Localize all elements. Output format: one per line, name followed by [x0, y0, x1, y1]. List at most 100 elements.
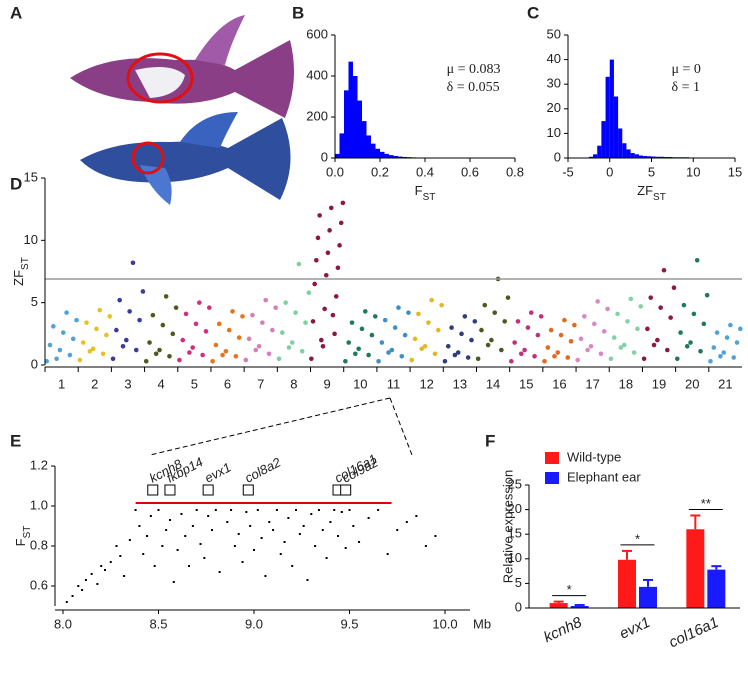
histogram-bar	[385, 154, 390, 158]
snp-point	[322, 307, 327, 312]
fst-point	[196, 509, 198, 511]
x-tick-label: 13	[453, 376, 467, 391]
snp-point	[187, 350, 192, 355]
snp-point	[170, 332, 175, 337]
panel-label: B	[292, 3, 304, 22]
snp-point	[114, 328, 119, 333]
snp-point	[446, 344, 451, 349]
fst-point	[177, 549, 179, 551]
fst-point	[299, 533, 301, 535]
snp-point	[473, 319, 478, 324]
fst-point	[158, 509, 160, 511]
fst-point	[161, 545, 163, 547]
snp-point	[569, 339, 574, 344]
snp-point	[197, 300, 202, 305]
fst-point	[377, 509, 379, 511]
snp-point	[443, 359, 448, 364]
x-tick-label: 0	[606, 164, 613, 179]
snp-point	[579, 337, 584, 342]
snp-point	[314, 258, 319, 263]
bar	[618, 560, 636, 608]
snp-point	[562, 318, 567, 323]
x-tick-label: 12	[419, 376, 433, 391]
snp-point	[463, 314, 468, 319]
snp-point	[565, 355, 570, 360]
snp-point	[705, 293, 710, 298]
fst-point	[234, 545, 236, 547]
snp-point	[599, 351, 604, 356]
y-axis-label: Relative expression	[500, 470, 515, 583]
snp-point	[131, 260, 136, 265]
y-tick-label: 0	[515, 599, 522, 614]
fst-point	[165, 529, 167, 531]
snp-point	[605, 307, 610, 312]
fst-point	[303, 525, 305, 527]
histogram-bar	[614, 97, 618, 159]
snp-point	[214, 343, 219, 348]
snp-point	[356, 346, 361, 351]
snp-point	[715, 330, 720, 335]
fst-point	[387, 553, 389, 555]
snp-point	[575, 358, 580, 363]
snp-point	[154, 351, 159, 356]
snp-point	[662, 268, 667, 273]
snp-point	[277, 356, 282, 361]
snp-point	[331, 313, 336, 318]
snp-point	[346, 340, 351, 345]
fst-point	[215, 509, 217, 511]
snp-point	[555, 350, 560, 355]
fst-point	[261, 537, 263, 539]
snp-point	[321, 344, 326, 349]
x-tick-label: 6	[224, 376, 231, 391]
fst-point	[85, 579, 87, 581]
snp-point	[194, 322, 199, 327]
x-tick-label: kcnh8	[541, 614, 585, 647]
snp-point	[380, 340, 385, 345]
snp-point	[682, 303, 687, 308]
y-tick-label: 20	[547, 100, 561, 115]
snp-point	[735, 340, 740, 345]
snp-point	[635, 327, 640, 332]
snp-point	[619, 345, 624, 350]
snp-point	[329, 206, 334, 211]
snp-point	[343, 359, 348, 364]
snp-point	[94, 327, 99, 332]
x-tick-label: 0.0	[326, 164, 344, 179]
x-tick-label: -5	[562, 164, 574, 179]
snp-point	[629, 297, 634, 302]
fst-point	[81, 589, 83, 591]
y-axis-label-sub: ST	[20, 257, 31, 270]
snp-point	[353, 351, 358, 356]
fst-point	[188, 565, 190, 567]
snp-point	[97, 308, 102, 313]
snp-point	[479, 328, 484, 333]
snp-point	[217, 322, 222, 327]
legend-label: Elephant ear	[567, 469, 641, 484]
significance-label: *	[567, 582, 572, 597]
fst-point	[66, 601, 68, 603]
fst-point	[211, 529, 213, 531]
fst-point	[230, 509, 232, 511]
fst-point	[415, 515, 417, 517]
fst-point	[150, 515, 152, 517]
fst-point	[77, 585, 79, 587]
snp-point	[419, 346, 424, 351]
snp-point	[711, 345, 716, 350]
x-tick-label: 0.4	[416, 164, 434, 179]
fst-point	[242, 561, 244, 563]
fst-point	[180, 513, 182, 515]
panel-label: F	[485, 431, 495, 450]
x-tick-label: 10.0	[432, 616, 457, 631]
snp-point	[549, 328, 554, 333]
histogram-bar	[340, 133, 345, 158]
x-tick-label: 9.5	[340, 616, 358, 631]
y-tick-label: 200	[306, 108, 328, 123]
fst-point	[142, 553, 144, 555]
histogram-bar	[631, 153, 635, 158]
snp-point	[74, 318, 79, 323]
snp-point	[399, 354, 404, 359]
snp-point	[184, 312, 189, 317]
snp-point	[88, 349, 93, 354]
fst-point	[314, 545, 316, 547]
